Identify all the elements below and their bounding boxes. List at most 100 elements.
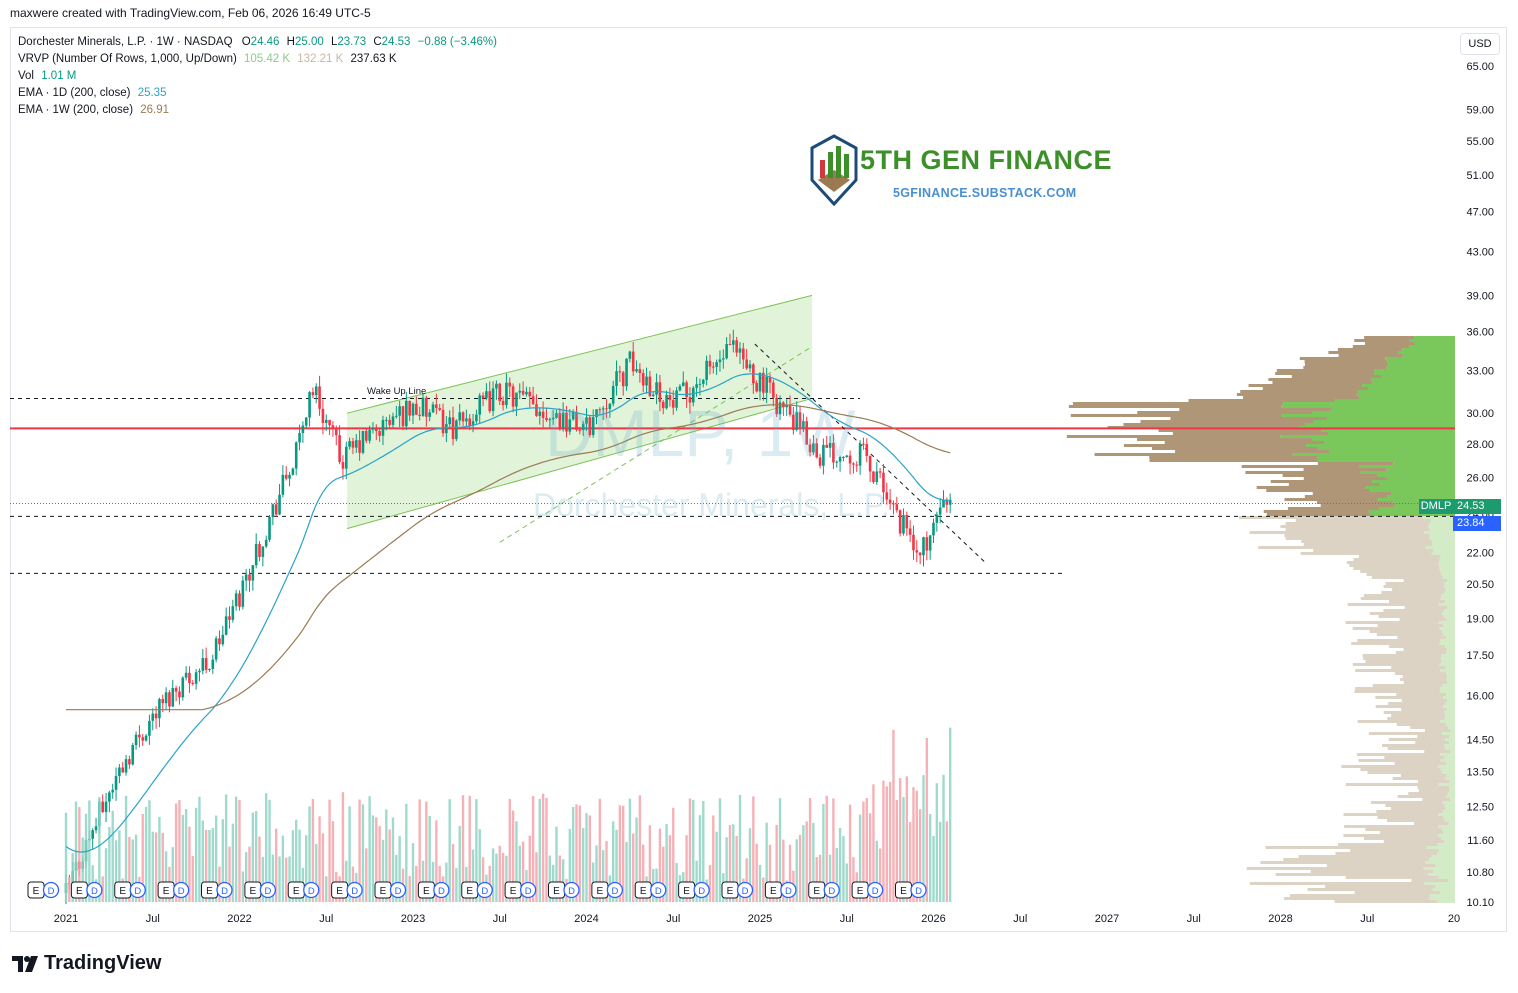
vp-bar-up xyxy=(1390,492,1455,495)
volume-bar xyxy=(695,860,698,902)
candle-body xyxy=(548,419,552,421)
dividend-marker-circle xyxy=(519,881,537,899)
last-price-tag: DMLP 24.53 xyxy=(1419,499,1501,514)
vp-bar-up xyxy=(1449,735,1455,738)
candle-body xyxy=(605,408,608,410)
earnings-marker-letter: E xyxy=(250,886,257,897)
candle-body xyxy=(708,360,712,367)
candle-body xyxy=(878,471,882,473)
earnings-marker: E xyxy=(504,881,522,899)
logo-emblem-shape xyxy=(810,134,858,207)
candle-body xyxy=(244,574,248,581)
volume-bar xyxy=(111,810,114,902)
volume-bar xyxy=(812,822,815,902)
vrvp-label: VRVP (Number Of Rows, 1,000, Up/Down) xyxy=(18,53,237,65)
vp-bar-down xyxy=(1249,531,1425,534)
vp-bar-down xyxy=(1266,489,1371,492)
candle-body xyxy=(742,348,745,360)
close-label: C xyxy=(373,36,382,48)
ema1-value: 25.35 xyxy=(137,87,167,99)
vp-bar-up xyxy=(1448,879,1455,882)
dividend-marker-circle xyxy=(563,881,580,899)
y-tick-label: 65.00 xyxy=(1466,61,1494,73)
volume-bar xyxy=(822,803,825,902)
legend-ema2-row[interactable]: EMA · 1W (200, close) 26.91 xyxy=(18,102,497,119)
candle-body xyxy=(341,462,345,469)
vp-bar-down xyxy=(1258,546,1426,549)
volume-bar xyxy=(71,853,74,902)
candle-body xyxy=(294,442,298,469)
currency-selector[interactable]: USD xyxy=(1460,33,1500,55)
legend-ema1-row[interactable]: EMA · 1D (200, close) 25.35 xyxy=(18,85,497,102)
candle-body xyxy=(735,340,738,353)
vp-bar-down xyxy=(1239,516,1423,519)
volume-bar xyxy=(231,823,235,902)
vp-bar-down xyxy=(1276,369,1375,372)
vp-bar-up xyxy=(1305,423,1455,426)
vp-bar-down xyxy=(1377,816,1444,819)
candle-body xyxy=(578,429,582,431)
volume-bar xyxy=(928,814,932,902)
candle-body xyxy=(645,376,648,386)
volume-bar xyxy=(98,797,101,902)
volume-bar xyxy=(298,829,301,902)
volume-bar xyxy=(261,856,265,902)
vp-bar-up xyxy=(1312,411,1455,414)
vp-bar-up xyxy=(1414,336,1455,339)
candle-body xyxy=(491,388,495,412)
vp-bar-up xyxy=(1441,660,1455,663)
vp-bar-down xyxy=(1365,828,1442,831)
volume-bar xyxy=(278,856,281,902)
volume-bar xyxy=(541,793,545,902)
vp-bar-up xyxy=(1446,618,1455,621)
dividend-marker: D xyxy=(216,881,233,899)
vp-bar-up xyxy=(1447,681,1455,684)
channel-fill xyxy=(347,295,813,529)
tradingview-brand[interactable]: TradingView xyxy=(12,952,161,975)
vp-bar-down xyxy=(1403,579,1448,582)
candle-body xyxy=(748,364,752,369)
vp-bar-up xyxy=(1359,396,1455,399)
candle-body xyxy=(428,412,431,417)
vp-bar-up xyxy=(1432,543,1455,546)
vp-bar-down xyxy=(1337,843,1438,846)
volume-bar xyxy=(848,804,852,902)
candle-body xyxy=(254,543,258,566)
vp-bar-down xyxy=(1137,438,1312,441)
candle-body xyxy=(238,593,241,607)
volume-bar xyxy=(762,877,765,902)
vp-bar-down xyxy=(1270,480,1373,483)
volume-bar xyxy=(725,837,728,902)
vp-bar-down xyxy=(1303,468,1387,471)
vp-bar-up xyxy=(1329,450,1455,453)
vp-bar-up xyxy=(1440,753,1455,756)
candle-body xyxy=(381,419,385,436)
candle-body xyxy=(161,699,165,704)
candle-body xyxy=(558,413,562,428)
vp-bar-up xyxy=(1424,531,1455,534)
candle-body xyxy=(408,400,411,416)
legend-vrvp-row[interactable]: VRVP (Number Of Rows, 1,000, Up/Down) 10… xyxy=(18,51,497,68)
volume-bar xyxy=(902,797,905,902)
legend-title: Dorchester Minerals, L.P. · 1W · NASDAQ xyxy=(18,36,233,48)
vp-bar-down xyxy=(1401,708,1447,711)
vp-bar-up xyxy=(1446,693,1455,696)
earnings-marker-letter: E xyxy=(119,886,126,897)
volume-bar xyxy=(912,787,915,902)
vp-bar-down xyxy=(1248,384,1363,387)
volume-bar xyxy=(595,845,598,902)
volume-bar xyxy=(198,796,201,902)
vp-bar-up xyxy=(1442,732,1455,735)
y-tick-label: 39.00 xyxy=(1466,290,1494,302)
vp-bar-down xyxy=(1347,603,1439,606)
volume-bar xyxy=(375,817,378,902)
vp-bar-down xyxy=(1072,402,1284,405)
legend-vol-row[interactable]: Vol 1.01 M xyxy=(18,68,497,85)
legend-ohlc-row[interactable]: Dorchester Minerals, L.P. · 1W · NASDAQ … xyxy=(18,34,497,51)
dividend-marker-letter: D xyxy=(481,886,488,897)
volume-bar xyxy=(545,797,548,902)
vp-bar-down xyxy=(1287,507,1380,510)
candle-body xyxy=(581,423,585,431)
volume-bar xyxy=(134,834,138,902)
